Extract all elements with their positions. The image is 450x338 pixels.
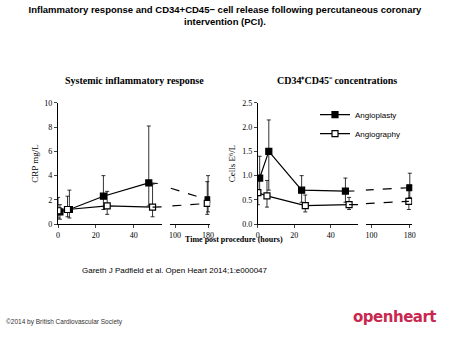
svg-text:0: 0 (48, 220, 52, 229)
svg-text:1.0: 1.0 (242, 171, 252, 180)
html-text:openheart: openheart (353, 308, 436, 326)
svg-text:100: 100 (169, 231, 181, 240)
svg-text:40: 40 (327, 231, 335, 240)
svg-text:6: 6 (48, 147, 52, 156)
svg-text:100: 100 (366, 231, 378, 240)
svg-text:20: 20 (92, 231, 100, 240)
svg-text:Systemic inflammatory response: Systemic inflammatory response (65, 75, 204, 86)
svg-text:2.0: 2.0 (242, 123, 252, 132)
svg-text:8: 8 (48, 123, 52, 132)
svg-text:180: 180 (202, 231, 214, 240)
svg-text:CRP mg/L: CRP mg/L (30, 144, 40, 182)
svg-text:Cells E⁶/L: Cells E⁶/L (228, 145, 238, 182)
svg-text:40: 40 (130, 231, 138, 240)
svg-text:0.5: 0.5 (242, 196, 252, 205)
svg-text:Angioplasty: Angioplasty (355, 111, 396, 120)
svg-text:180: 180 (404, 231, 416, 240)
svg-text:Time post procedure (hours): Time post procedure (hours) (185, 235, 283, 244)
svg-text:CD34⁺CD45⁻ concentrations: CD34⁺CD45⁻ concentrations (277, 75, 397, 86)
svg-text:10: 10 (44, 99, 52, 108)
svg-text:0: 0 (56, 231, 60, 240)
html-text:Gareth J Padfield et al. Open: Gareth J Padfield et al. Open Heart 2014… (82, 266, 267, 275)
html-text:Inflammatory response and CD34: Inflammatory response and CD34+CD45− cel… (28, 4, 422, 27)
svg-text:2.5: 2.5 (242, 99, 252, 108)
svg-text:0.0: 0.0 (242, 220, 252, 229)
svg-text:0: 0 (256, 231, 260, 240)
svg-text:2: 2 (48, 196, 52, 205)
html-text:©2014 by British Cardiovascula: ©2014 by British Cardiovascular Society (6, 318, 123, 325)
svg-text:1.5: 1.5 (242, 147, 252, 156)
svg-text:20: 20 (290, 231, 298, 240)
svg-text:Angiography: Angiography (355, 130, 400, 139)
svg-text:4: 4 (48, 171, 52, 180)
